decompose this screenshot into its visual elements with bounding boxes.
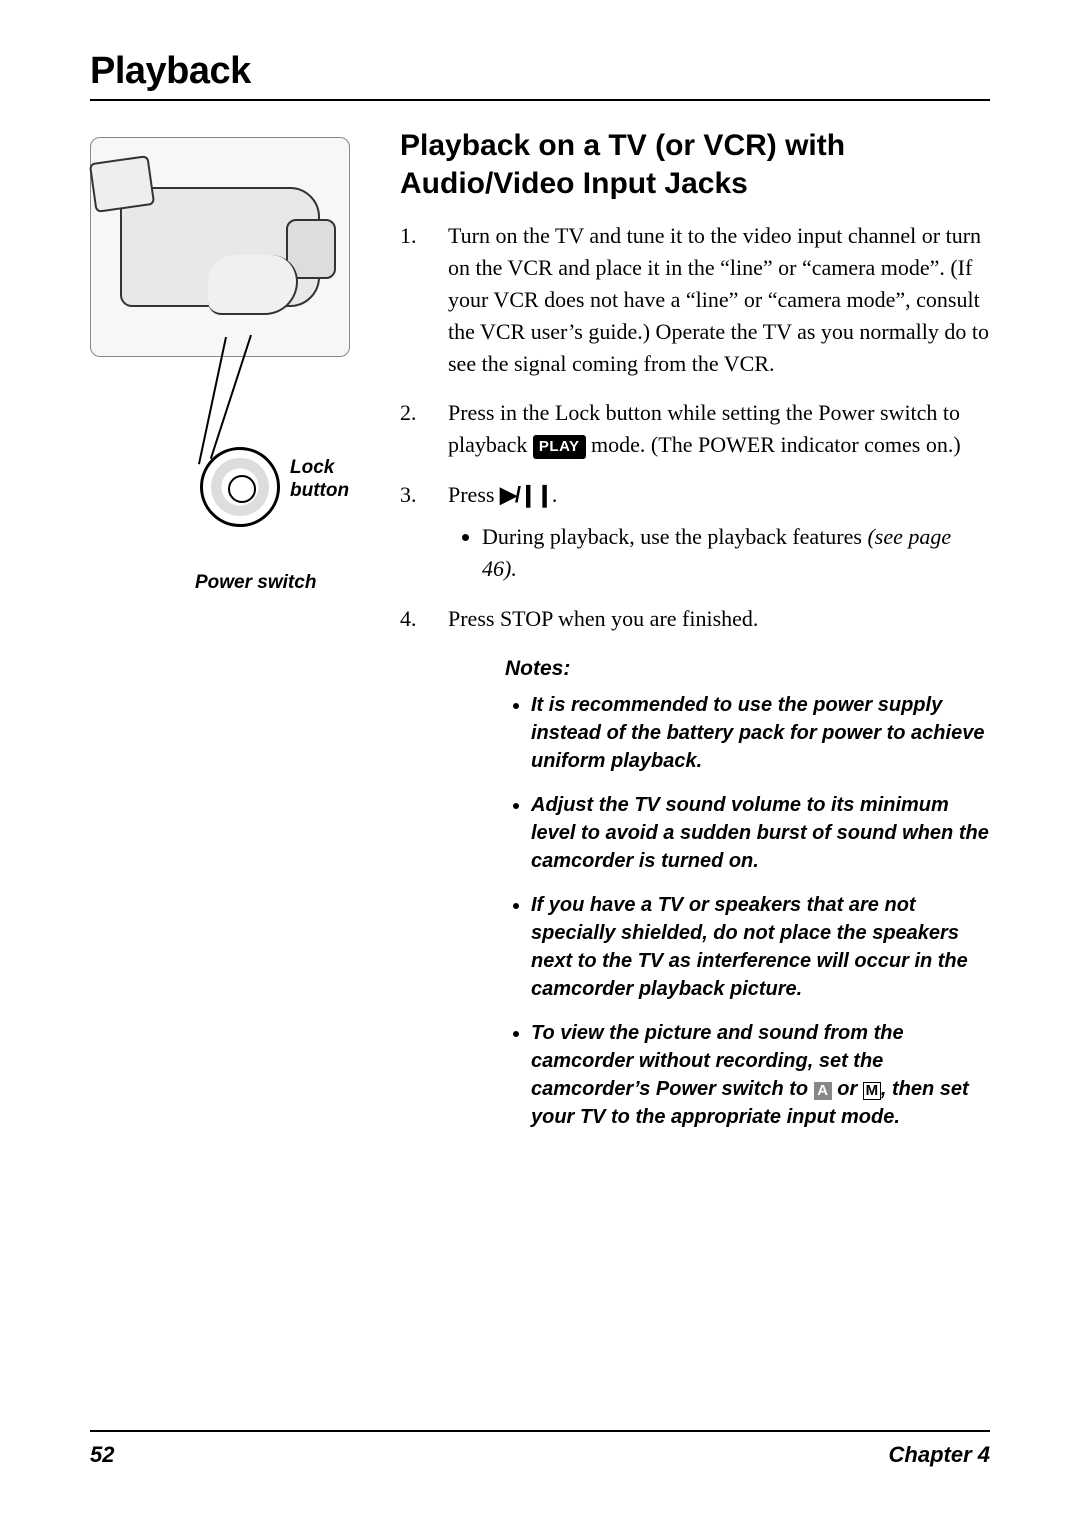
left-column: Lock button Power switch bbox=[90, 127, 380, 1147]
note-1: It is recommended to use the power suppl… bbox=[531, 691, 990, 775]
notes-block: Notes: It is recommended to use the powe… bbox=[505, 657, 990, 1131]
page-heading: Playback bbox=[90, 50, 990, 93]
page-footer: 52 Chapter 4 bbox=[90, 1430, 990, 1468]
section-heading: Playback on a TV (or VCR) with Audio/Vid… bbox=[400, 127, 990, 202]
note-2: Adjust the TV sound volume to its minimu… bbox=[531, 791, 990, 875]
step-3-sub-1: During playback, use the playback featur… bbox=[482, 521, 990, 585]
right-column: Playback on a TV (or VCR) with Audio/Vid… bbox=[400, 127, 990, 1147]
note-4: To view the picture and sound from the c… bbox=[531, 1019, 990, 1131]
page-number: 52 bbox=[90, 1442, 114, 1468]
label-lock-button: Lock button bbox=[290, 457, 380, 503]
step-3-sublist: During playback, use the playback featur… bbox=[448, 521, 990, 585]
mode-a-icon: A bbox=[814, 1082, 832, 1100]
step-1: Turn on the TV and tune it to the video … bbox=[400, 220, 990, 379]
step-2-text-b: mode. (The POWER indicator comes on.) bbox=[586, 432, 961, 457]
content-row: Lock button Power switch Playback on a T… bbox=[90, 127, 990, 1147]
camcorder-body-icon bbox=[120, 187, 320, 307]
camcorder-illustration bbox=[90, 137, 350, 357]
notes-heading: Notes: bbox=[505, 657, 990, 681]
step-4: Press STOP when you are finished. bbox=[400, 603, 990, 635]
chapter-label: Chapter 4 bbox=[889, 1442, 990, 1468]
step-3: Press ▶/❙❙. During playback, use the pla… bbox=[400, 479, 990, 585]
dial-icon bbox=[200, 447, 280, 527]
footer-row: 52 Chapter 4 bbox=[90, 1442, 990, 1468]
step-3-text-b: . bbox=[552, 482, 558, 507]
play-pause-icon: ▶/❙❙ bbox=[500, 482, 552, 507]
note-4-or: or bbox=[832, 1078, 863, 1100]
label-power-switch: Power switch bbox=[195, 572, 316, 595]
notes-list: It is recommended to use the power suppl… bbox=[505, 691, 990, 1131]
play-badge-icon: PLAY bbox=[533, 435, 586, 459]
hand-strap-icon bbox=[208, 255, 298, 315]
step-3-text-a: Press bbox=[448, 482, 500, 507]
note-3: If you have a TV or speakers that are no… bbox=[531, 891, 990, 1003]
steps-list: Turn on the TV and tune it to the video … bbox=[400, 220, 990, 635]
viewfinder-icon bbox=[89, 155, 155, 213]
step-2: Press in the Lock button while setting t… bbox=[400, 397, 990, 461]
step-3-sub-text: During playback, use the playback featur… bbox=[482, 524, 867, 549]
mode-m-icon: M bbox=[863, 1082, 881, 1100]
bottom-rule bbox=[90, 1430, 990, 1432]
top-rule bbox=[90, 99, 990, 101]
